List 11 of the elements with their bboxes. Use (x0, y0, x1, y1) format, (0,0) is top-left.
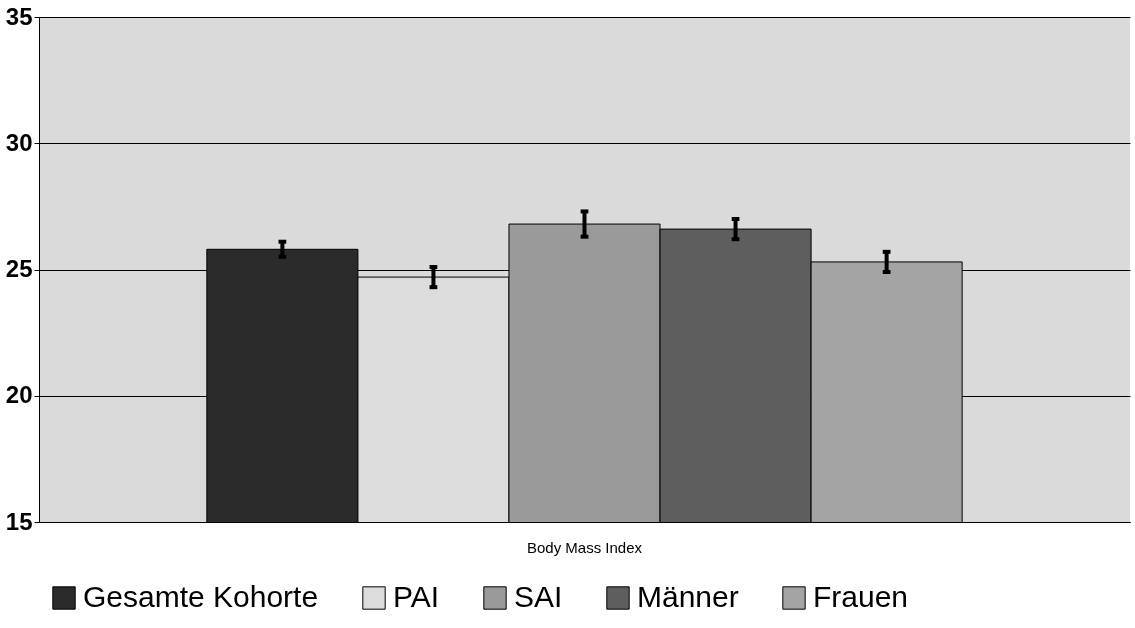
y-tick-label: 25 (5, 255, 33, 282)
legend-label: Gesamte Kohorte (83, 580, 319, 613)
legend-label: PAI (393, 580, 440, 613)
legend-label: Frauen (813, 580, 909, 613)
y-tick-label: 35 (5, 2, 33, 30)
legend-label: Männer (637, 580, 739, 613)
y-tick-label: 30 (5, 128, 33, 156)
legend-label: SAI (514, 580, 563, 613)
x-tick-label: Body Mass Index (526, 538, 643, 556)
y-tick-label: 20 (5, 381, 33, 409)
y-tick-label: 15 (5, 507, 33, 535)
